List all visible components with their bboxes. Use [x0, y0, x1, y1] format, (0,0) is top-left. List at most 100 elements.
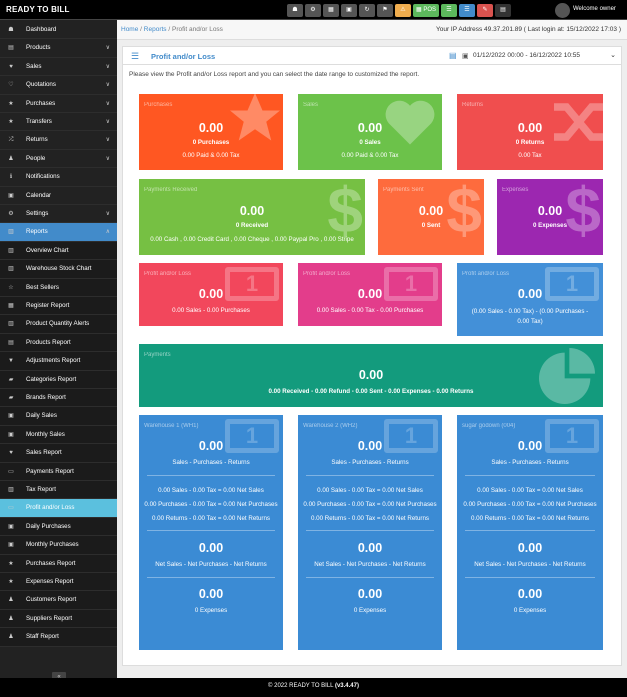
- sidebar-item-purchases[interactable]: ★ Purchases ∨: [0, 95, 117, 113]
- card-formula: Sales - Purchases - Returns: [331, 459, 409, 466]
- sidebar-item-calendar[interactable]: ▣ Calendar: [0, 187, 117, 205]
- download-icon[interactable]: ▤: [449, 51, 457, 60]
- sidebar-item-label: Purchases Report: [26, 559, 76, 567]
- welcome-text[interactable]: Welcome owner: [573, 6, 616, 12]
- sidebar-item-dashboard[interactable]: ☗ Dashboard: [0, 21, 117, 40]
- divider: [306, 530, 434, 531]
- star-icon: [230, 94, 280, 141]
- pos-button[interactable]: ▦ POS: [413, 4, 439, 17]
- sidebar-item-adjustments-report[interactable]: ▼ Adjustments Report: [0, 352, 117, 371]
- brand-logo[interactable]: READY TO BILL: [6, 5, 70, 14]
- expenses-value: 0.00: [198, 587, 224, 601]
- sidebar-item-products-report[interactable]: ▤ Products Report: [0, 333, 117, 353]
- net-formula: Net Sales - Net Purchases - Net Returns: [155, 561, 267, 568]
- sidebar-item-reports[interactable]: ▥ Reports ∧: [0, 223, 117, 242]
- sidebar-item-settings[interactable]: ⚙ Settings ∨: [0, 205, 117, 224]
- profit-loss-card-2: 1 Profit and/or Loss 0.00 0.00 Sales - 0…: [298, 263, 442, 326]
- menu-icon[interactable]: ☰: [131, 51, 140, 61]
- alerts-button[interactable]: ⚠: [395, 4, 411, 17]
- sidebar-item-quotations[interactable]: ♡ Quotations ∨: [0, 76, 117, 95]
- language-button[interactable]: ⚑: [377, 4, 393, 17]
- expenses-value: 0.00: [357, 587, 383, 601]
- card-value: 0.00: [358, 368, 384, 382]
- sidebar-item-payments-report[interactable]: ▭ Payments Report: [0, 462, 117, 481]
- sidebar-item-icon: ▰: [8, 395, 14, 401]
- clear-cache-button[interactable]: ✎: [477, 4, 493, 17]
- sidebar-item-sales-report[interactable]: ♥ Sales Report: [0, 444, 117, 463]
- sidebar-item-sales[interactable]: ♥ Sales ∨: [0, 58, 117, 77]
- calendar-icon[interactable]: ▣: [462, 53, 469, 60]
- sidebar-item-icon: ▰: [8, 376, 14, 383]
- net-sales-line: 0.00 Sales - 0.00 Tax = 0.00 Net Sales: [158, 487, 264, 494]
- footer-copyright: © 2022 READY TO BILL: [268, 683, 334, 689]
- sidebar-item-icon: ⤮: [8, 137, 14, 144]
- sidebar-item-brands-report[interactable]: ▰ Brands Report: [0, 389, 117, 408]
- sidebar-item-products[interactable]: ▤ Products ∨: [0, 39, 117, 58]
- breadcrumb-reports[interactable]: Reports: [143, 26, 167, 33]
- sidebar-item-customers-report[interactable]: ♟ Customers Report: [0, 591, 117, 610]
- card-formula: Sales - Purchases - Returns: [491, 459, 569, 466]
- card-title: Profit and/or Loss: [303, 271, 351, 277]
- sidebar-item-transfers[interactable]: ★ Transfers ∨: [0, 113, 117, 132]
- profit-loss-card-1: 1 Profit and/or Loss 0.00 0.00 Sales - 0…: [139, 263, 283, 326]
- sidebar-item-daily-purchases[interactable]: ▣ Daily Purchases: [0, 517, 117, 537]
- sidebar-item-register-report[interactable]: ▦ Register Report: [0, 297, 117, 316]
- date-range-picker[interactable]: 01/12/2022 00:00 - 16/12/2022 10:55: [473, 52, 580, 59]
- card-value: 0.00: [418, 204, 444, 218]
- card-title: Payments Received: [144, 187, 198, 193]
- sidebar-item-suppliers-report[interactable]: ♟ Suppliers Report: [0, 609, 117, 629]
- settings-button[interactable]: ⚙: [305, 4, 321, 17]
- card-value: 0.00: [517, 287, 543, 301]
- pie-chart-icon: [539, 348, 595, 404]
- chevron-down-icon[interactable]: ⌄: [610, 52, 616, 59]
- money-icon: 1: [384, 419, 438, 453]
- card-title: Warehouse 2 (WH2): [303, 423, 358, 429]
- sidebar-item-staff-report[interactable]: ♟ Staff Report: [0, 628, 117, 647]
- sidebar-item-icon: ▭: [8, 468, 14, 475]
- list-button[interactable]: ☰: [459, 4, 475, 17]
- sidebar-item-daily-sales[interactable]: ▣ Daily Sales: [0, 407, 117, 426]
- sidebar-item-overview-chart[interactable]: ▥ Overview Chart: [0, 241, 117, 261]
- sidebar-item-tax-report[interactable]: ▥ Tax Report: [0, 481, 117, 500]
- calendar-button[interactable]: ▣: [341, 4, 357, 17]
- net-purchases-line: 0.00 Purchases - 0.00 Tax = 0.00 Net Pur…: [463, 501, 597, 508]
- sidebar-item-returns[interactable]: ⤮ Returns ∨: [0, 131, 117, 150]
- sidebar-item-purchases-report[interactable]: ★ Purchases Report: [0, 554, 117, 573]
- sidebar-item-label: Categories Report: [26, 375, 77, 383]
- sidebar-item-label: Staff Report: [26, 633, 59, 641]
- card-detail: 0.00 Tax: [518, 152, 542, 159]
- calculator-button[interactable]: ▦: [323, 4, 339, 17]
- sidebar-item-icon: ▣: [8, 413, 14, 420]
- sidebar-item-monthly-sales[interactable]: ▣ Monthly Sales: [0, 425, 117, 445]
- card-value: 0.00: [198, 287, 224, 301]
- sidebar-item-label: Daily Sales: [26, 412, 57, 420]
- money-icon: 1: [225, 419, 279, 453]
- sidebar-item-expenses-report[interactable]: ★ Expenses Report: [0, 573, 117, 592]
- breadcrumb-separator: /: [168, 26, 172, 33]
- sidebar-item-warehouse-stock-chart[interactable]: ▥ Warehouse Stock Chart: [0, 260, 117, 279]
- sidebar-item-icon: ♟: [8, 615, 14, 622]
- sidebar-item-label: Notifications: [26, 173, 60, 181]
- expenses-label: 0 Expenses: [513, 607, 547, 614]
- quick-add-button[interactable]: ☰: [441, 4, 457, 17]
- refresh-button[interactable]: ↻: [359, 4, 375, 17]
- sidebar-item-people[interactable]: ♟ People ∨: [0, 150, 117, 169]
- dashboard-button[interactable]: ☗: [287, 4, 303, 17]
- sidebar-item-label: Brands Report: [26, 394, 66, 401]
- sidebar-item-monthly-purchases[interactable]: ▣ Monthly Purchases: [0, 536, 117, 555]
- avatar[interactable]: [555, 3, 570, 18]
- sidebar-collapse-button[interactable]: «: [52, 672, 66, 682]
- sidebar-item-product-quantity-alerts[interactable]: ▥ Product Quantity Alerts: [0, 315, 117, 334]
- sidebar-item-best-sellers[interactable]: ☆ Best Sellers: [0, 278, 117, 297]
- intro-text: Please view the Profit and/or Loss repor…: [129, 71, 420, 78]
- breadcrumb-home[interactable]: Home: [121, 26, 139, 33]
- sidebar: ☗ Dashboard ▤ Products ∨ ♥ Sales ∨ ♡ Quotations ∨ ★…: [0, 20, 117, 682]
- warehouse-card: 1 Warehouse 1 (WH1) 0.00 Sales - Purchases …: [139, 415, 283, 650]
- sidebar-item-categories-report[interactable]: ▰ Categories Report: [0, 370, 117, 389]
- apps-button[interactable]: ▤: [495, 4, 511, 17]
- sidebar-item-notifications[interactable]: ℹ Notifications: [0, 168, 117, 187]
- heart-icon: [385, 100, 435, 145]
- sidebar-item-profit-and-or-loss[interactable]: ▭ Profit and/or Loss: [0, 499, 117, 518]
- sidebar-item-label: Products: [26, 44, 51, 52]
- breadcrumb-separator: /: [140, 26, 144, 33]
